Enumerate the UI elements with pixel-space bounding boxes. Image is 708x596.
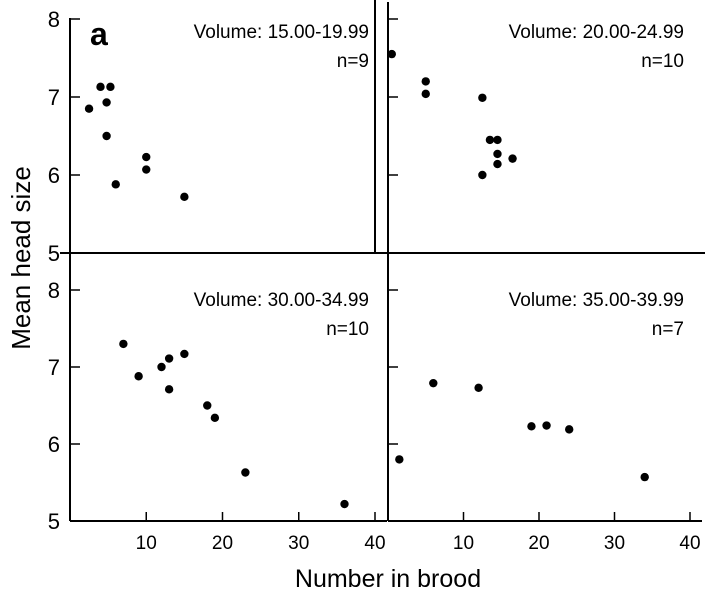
data-point bbox=[508, 154, 517, 163]
y-tick-label: 6 bbox=[48, 163, 60, 188]
data-point bbox=[527, 422, 536, 431]
data-point bbox=[478, 93, 487, 102]
data-point bbox=[210, 413, 220, 423]
y-tick-label: 5 bbox=[48, 241, 60, 266]
data-point bbox=[429, 378, 438, 388]
y-tick-label: 7 bbox=[48, 85, 60, 110]
data-point bbox=[102, 131, 111, 141]
y-tick-label: 5 bbox=[48, 509, 60, 534]
data-point bbox=[111, 180, 120, 189]
volume-label: Volume: 35.00-39.99 bbox=[509, 290, 684, 311]
x-tick-label: 30 bbox=[288, 533, 309, 554]
data-point bbox=[142, 152, 151, 162]
data-point bbox=[84, 104, 94, 113]
y-axis-label: Mean head size bbox=[6, 166, 36, 350]
y-tick-label: 7 bbox=[48, 355, 60, 380]
data-point bbox=[164, 385, 174, 394]
data-point bbox=[142, 165, 151, 174]
x-tick-label: 40 bbox=[679, 533, 700, 554]
data-point bbox=[421, 89, 430, 99]
x-tick-label: 10 bbox=[453, 533, 474, 554]
x-tick-label: 40 bbox=[364, 533, 385, 554]
volume-label: Volume: 30.00-34.99 bbox=[194, 290, 369, 311]
data-point bbox=[565, 425, 574, 434]
volume-label: Volume: 15.00-19.99 bbox=[194, 22, 369, 43]
x-tick-label: 30 bbox=[604, 533, 625, 554]
x-axis-label: Number in brood bbox=[295, 565, 481, 593]
data-point bbox=[542, 421, 551, 430]
scatter-panel: 5 6 7 8 Volume: 15.00-19.99 n=9 bbox=[48, 7, 369, 266]
data-point bbox=[478, 170, 487, 180]
data-point bbox=[106, 82, 115, 92]
volume-label: Volume: 20.00-24.99 bbox=[509, 22, 684, 43]
n-label: n=10 bbox=[326, 319, 369, 340]
x-tick-label: 10 bbox=[136, 533, 157, 554]
data-point bbox=[387, 49, 396, 59]
data-point bbox=[421, 77, 430, 86]
scatter-panel: Volume: 20.00-24.99 n=10 bbox=[387, 2, 684, 254]
n-label: n=7 bbox=[652, 319, 684, 340]
data-point bbox=[96, 82, 105, 92]
data-point bbox=[640, 472, 649, 482]
data-point bbox=[485, 135, 495, 145]
scatter-panel: 10 20 30 40 Volume: 35.00-39.99 n=7 bbox=[387, 253, 702, 554]
scatter-panel: 5 6 7 8 10 20 30 40 Volume: 30.00-34.99 n=10 bbox=[48, 253, 387, 554]
data-point bbox=[119, 339, 128, 349]
data-point bbox=[241, 468, 250, 477]
x-tick-label: 20 bbox=[212, 533, 233, 554]
panels: 5 6 7 8 Volume: 15.00-19.99 n=9 Volume: 20.00-… bbox=[48, 0, 705, 554]
data-point bbox=[340, 499, 349, 509]
x-tick-label: 20 bbox=[528, 533, 549, 554]
data-point bbox=[157, 362, 166, 372]
data-point bbox=[474, 383, 483, 392]
y-tick-label: 8 bbox=[48, 7, 60, 32]
data-point bbox=[203, 401, 212, 410]
data-point bbox=[102, 98, 111, 107]
data-point bbox=[493, 159, 502, 169]
data-point bbox=[493, 149, 502, 159]
y-tick-label: 8 bbox=[48, 278, 60, 303]
data-point bbox=[493, 135, 502, 145]
data-point bbox=[395, 455, 404, 464]
y-tick-label: 6 bbox=[48, 432, 60, 457]
data-point bbox=[134, 372, 143, 381]
data-point bbox=[180, 192, 189, 202]
n-label: n=10 bbox=[641, 51, 684, 72]
data-point bbox=[164, 354, 174, 363]
data-point bbox=[180, 349, 189, 359]
n-label: n=9 bbox=[337, 51, 369, 72]
panel-letter: a bbox=[90, 16, 108, 52]
